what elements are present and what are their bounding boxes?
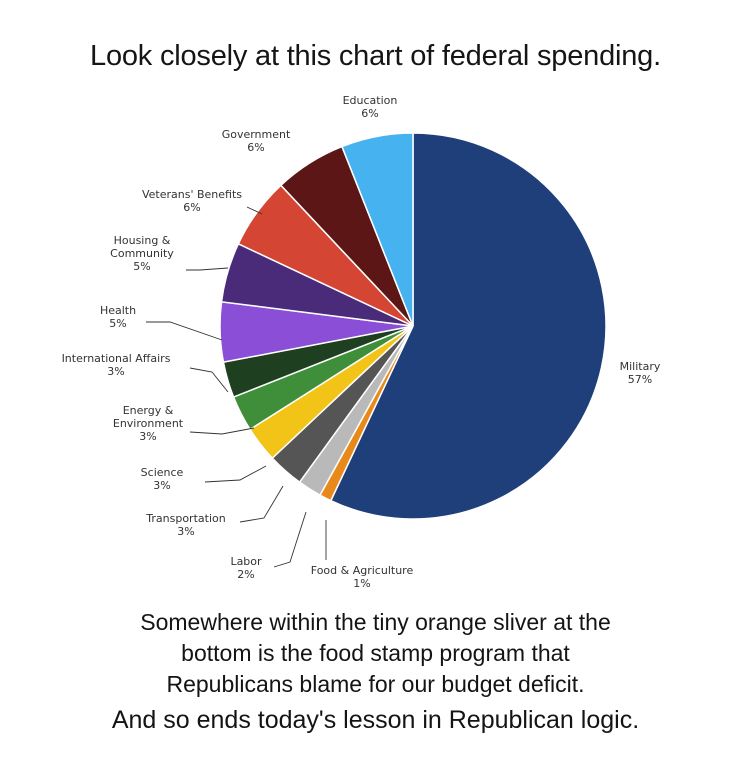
closing-line: And so ends today's lesson in Republican… <box>111 706 640 734</box>
slice-label-food-and-agriculture: Food & Agriculture 1% <box>311 564 414 590</box>
slice-label-line-science-1: 3% <box>153 479 170 492</box>
pie-chart: Military 57%Food & Agriculture 1%Labor 2%Tr… <box>62 94 661 590</box>
slice-label-line-government-1: 6% <box>247 141 264 154</box>
slice-label-health: Health 5% <box>100 304 136 330</box>
slice-label-line-veterans-benefits-1: 6% <box>183 201 200 214</box>
caption-line-1: Somewhere within the tiny orange sliver … <box>140 609 611 635</box>
slice-label-education: Education 6% <box>343 94 398 120</box>
caption-line-3: Republicans blame for our budget deficit… <box>166 671 585 697</box>
slice-label-line-housing-and-community-0: Housing & <box>114 234 171 247</box>
slice-label-line-labor-1: 2% <box>237 568 254 581</box>
slice-label-line-veterans-benefits-0: Veterans' Benefits <box>142 188 242 201</box>
slice-label-line-health-1: 5% <box>109 317 126 330</box>
slice-label-line-energy-and-environment-1: Environment <box>113 417 184 430</box>
slice-label-line-food-and-agriculture-0: Food & Agriculture <box>311 564 414 577</box>
slice-label-line-energy-and-environment-2: 3% <box>139 430 156 443</box>
slice-label-line-energy-and-environment-0: Energy & <box>123 404 174 417</box>
caption: Somewhere within the tiny orange sliver … <box>0 607 751 700</box>
caption-line-2: bottom is the food stamp program that <box>181 640 570 666</box>
slice-label-line-housing-and-community-1: Community <box>110 247 174 260</box>
slice-label-transportation: Transportation 3% <box>145 512 225 538</box>
slice-label-line-military-1: 57% <box>628 373 652 386</box>
slice-label-science: Science 3% <box>141 466 184 492</box>
slice-label-line-food-and-agriculture-1: 1% <box>353 577 370 590</box>
slice-label-energy-and-environment: Energy & Environment 3% <box>113 404 184 443</box>
leader-line-housing-and-community <box>186 267 229 271</box>
slice-label-line-health-0: Health <box>100 304 136 317</box>
leader-line-energy-and-environment <box>189 427 255 435</box>
slice-label-line-government-0: Government <box>222 128 291 141</box>
pie-slice-military <box>329 132 607 520</box>
leader-line-health <box>146 321 223 341</box>
slice-label-line-housing-and-community-2: 5% <box>133 260 150 273</box>
leader-line-transportation <box>239 485 284 523</box>
pie-slice-education <box>340 132 414 327</box>
slice-label-line-transportation-0: Transportation <box>145 512 225 525</box>
slice-label-government: Government 6% <box>222 128 291 154</box>
slice-label-international-affairs: International Affairs 3% <box>62 352 171 378</box>
headline: Look closely at this chart of federal sp… <box>90 40 661 72</box>
slice-label-military: Military 57% <box>620 360 661 386</box>
leader-line-science <box>204 465 267 483</box>
leader-line-international-affairs <box>189 367 229 393</box>
slice-label-labor: Labor 2% <box>230 555 262 581</box>
slice-label-line-international-affairs-0: International Affairs <box>62 352 171 365</box>
slice-label-line-education-1: 6% <box>361 107 378 120</box>
slice-label-veterans-benefits: Veterans' Benefits 6% <box>142 188 242 214</box>
leader-line-labor <box>273 511 307 568</box>
slice-label-line-transportation-1: 3% <box>177 525 194 538</box>
slice-label-line-education-0: Education <box>343 94 398 107</box>
slice-label-line-science-0: Science <box>141 466 184 479</box>
slice-label-line-military-0: Military <box>620 360 661 373</box>
leader-line-veterans-benefits <box>246 206 263 215</box>
slice-label-line-international-affairs-1: 3% <box>107 365 124 378</box>
slice-label-housing-and-community: Housing & Community 5% <box>110 234 174 273</box>
slice-label-line-labor-0: Labor <box>230 555 262 568</box>
